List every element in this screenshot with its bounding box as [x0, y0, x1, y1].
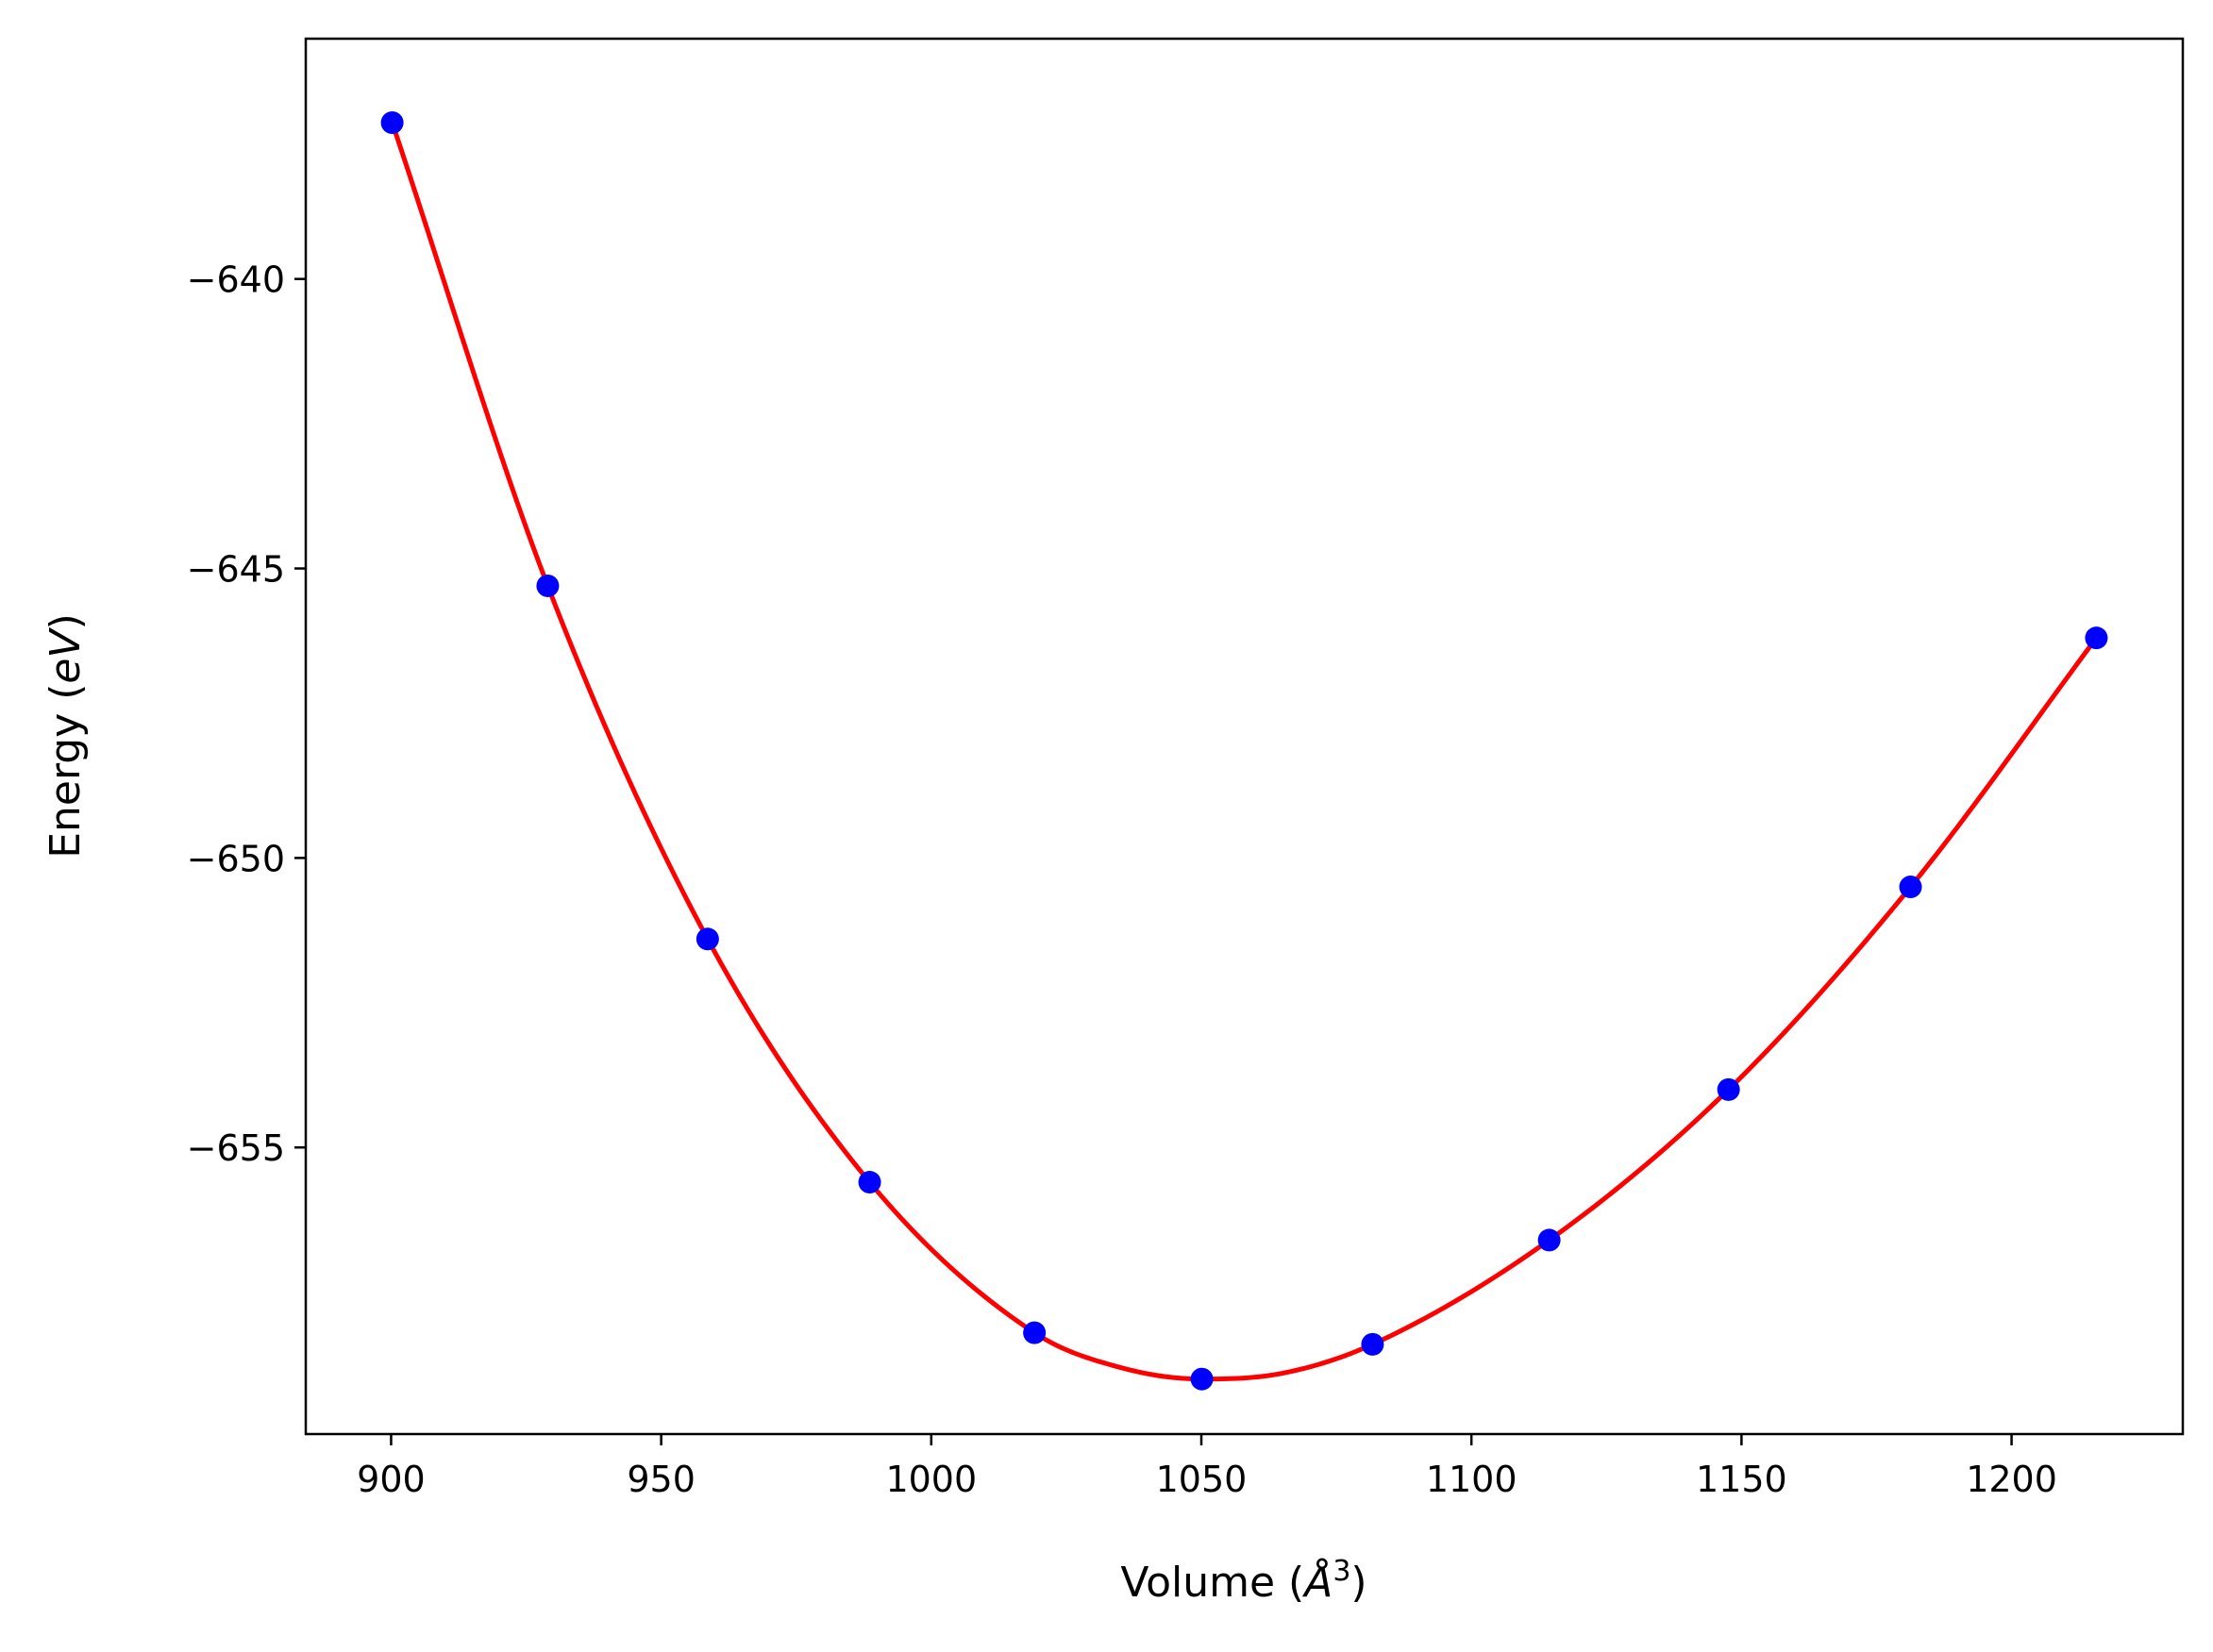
- x-tick-label: 950: [627, 1459, 696, 1500]
- data-point: [858, 1171, 881, 1194]
- x-tick-label: 1200: [1966, 1459, 2057, 1500]
- y-axis-label: Energy (eV): [42, 613, 90, 859]
- x-tick-label: 1050: [1156, 1459, 1248, 1500]
- y-axis: −640 −645 −650 −655: [187, 259, 306, 1169]
- data-point: [2085, 626, 2108, 650]
- data-point: [1190, 1367, 1214, 1391]
- x-tick-label: 900: [357, 1459, 426, 1500]
- data-point: [1537, 1228, 1561, 1252]
- x-tick-label: 1150: [1696, 1459, 1787, 1500]
- data-point: [1361, 1332, 1384, 1356]
- data-point: [536, 574, 560, 597]
- x-axis: 900 950 1000 1050 1100 1150 1200: [357, 1434, 2057, 1500]
- x-axis-label: Volume (Å3): [1120, 1555, 1366, 1607]
- y-tick-label: −650: [187, 838, 285, 879]
- data-point: [1023, 1321, 1047, 1344]
- plot-frame: [304, 37, 2185, 1436]
- plot-area: [380, 110, 2108, 1391]
- y-tick-label: −655: [187, 1127, 285, 1169]
- x-tick-label: 1100: [1426, 1459, 1517, 1500]
- data-point: [1899, 876, 1922, 899]
- y-tick-label: −640: [187, 259, 285, 301]
- data-point: [380, 110, 404, 134]
- data-point: [1717, 1077, 1740, 1101]
- x-tick-label: 1000: [885, 1459, 977, 1500]
- data-point: [696, 927, 719, 951]
- y-tick-label: −645: [187, 549, 285, 591]
